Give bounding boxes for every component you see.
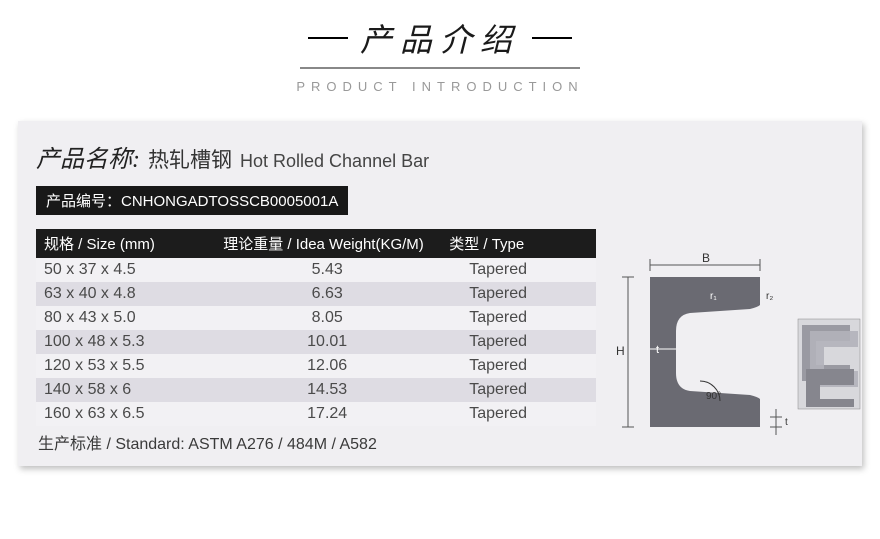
cell-size: 140 x 58 x 6 bbox=[36, 378, 215, 402]
cell-type: Tapered bbox=[439, 330, 596, 354]
cell-type: Tapered bbox=[439, 354, 596, 378]
label-r2: r₂ bbox=[766, 291, 773, 302]
label-B: B bbox=[702, 251, 710, 265]
cell-size: 80 x 43 x 5.0 bbox=[36, 306, 215, 330]
label-H: H bbox=[616, 344, 625, 358]
table-row: 160 x 63 x 6.517.24Tapered bbox=[36, 402, 596, 426]
label-r1: r₁ bbox=[710, 291, 717, 302]
table-row: 63 x 40 x 4.86.63Tapered bbox=[36, 282, 596, 306]
cell-type: Tapered bbox=[439, 402, 596, 426]
label-t: t bbox=[656, 344, 659, 356]
decor-line-right bbox=[532, 37, 572, 39]
product-name-chinese: 热轧槽钢 bbox=[148, 144, 232, 174]
product-code-badge: 产品编号：CNHONGADTOSSCB0005001A bbox=[36, 186, 348, 215]
spec-table-area: 规格 / Size (mm) 理论重量 / Idea Weight(KG/M) … bbox=[36, 229, 596, 454]
content-row: 规格 / Size (mm) 理论重量 / Idea Weight(KG/M) … bbox=[36, 229, 844, 454]
product-name-english: Hot Rolled Channel Bar bbox=[240, 151, 429, 172]
channel-svg: B H t r₁ r₂ 90° t bbox=[610, 249, 870, 439]
title-chinese: 产品介绍 bbox=[360, 15, 520, 61]
header-weight: 理论重量 / Idea Weight(KG/M) bbox=[215, 229, 439, 258]
product-code-value: CNHONGADTOSSCB0005001A bbox=[121, 193, 338, 210]
page-header: 产品介绍 PRODUCT INTRODUCTION bbox=[0, 0, 880, 109]
cell-size: 120 x 53 x 5.5 bbox=[36, 354, 215, 378]
standard-text: 生产标准 / Standard: ASTM A276 / 484M / A582 bbox=[36, 426, 596, 454]
product-panel: 产品名称: 热轧槽钢 Hot Rolled Channel Bar 产品编号：C… bbox=[18, 121, 862, 466]
cell-weight: 12.06 bbox=[215, 354, 439, 378]
title-underline bbox=[300, 67, 580, 69]
cell-weight: 8.05 bbox=[215, 306, 439, 330]
cell-weight: 5.43 bbox=[215, 258, 439, 282]
channel-stack-icon bbox=[798, 319, 860, 409]
table-row: 100 x 48 x 5.310.01Tapered bbox=[36, 330, 596, 354]
product-name-row: 产品名称: 热轧槽钢 Hot Rolled Channel Bar bbox=[36, 139, 844, 174]
table-row: 80 x 43 x 5.08.05Tapered bbox=[36, 306, 596, 330]
spec-table: 规格 / Size (mm) 理论重量 / Idea Weight(KG/M) … bbox=[36, 229, 596, 426]
cell-size: 100 x 48 x 5.3 bbox=[36, 330, 215, 354]
cell-type: Tapered bbox=[439, 378, 596, 402]
cell-weight: 6.63 bbox=[215, 282, 439, 306]
cell-weight: 14.53 bbox=[215, 378, 439, 402]
product-name-label: 产品名称: bbox=[36, 139, 140, 174]
cell-type: Tapered bbox=[439, 282, 596, 306]
header-size: 规格 / Size (mm) bbox=[36, 229, 215, 258]
cell-size: 63 x 40 x 4.8 bbox=[36, 282, 215, 306]
cell-type: Tapered bbox=[439, 306, 596, 330]
product-code-label: 产品编号： bbox=[46, 193, 121, 210]
title-row: 产品介绍 bbox=[0, 15, 880, 61]
cell-size: 50 x 37 x 4.5 bbox=[36, 258, 215, 282]
table-header-row: 规格 / Size (mm) 理论重量 / Idea Weight(KG/M) … bbox=[36, 229, 596, 258]
cell-size: 160 x 63 x 6.5 bbox=[36, 402, 215, 426]
table-row: 120 x 53 x 5.512.06Tapered bbox=[36, 354, 596, 378]
label-tb: t bbox=[785, 417, 788, 428]
cell-weight: 17.24 bbox=[215, 402, 439, 426]
channel-shape bbox=[650, 277, 760, 427]
table-row: 140 x 58 x 614.53Tapered bbox=[36, 378, 596, 402]
cell-weight: 10.01 bbox=[215, 330, 439, 354]
channel-diagram: B H t r₁ r₂ 90° t bbox=[610, 229, 870, 444]
label-angle: 90° bbox=[706, 391, 721, 402]
decor-line-left bbox=[308, 37, 348, 39]
cell-type: Tapered bbox=[439, 258, 596, 282]
table-row: 50 x 37 x 4.55.43Tapered bbox=[36, 258, 596, 282]
header-type: 类型 / Type bbox=[439, 229, 596, 258]
title-english: PRODUCT INTRODUCTION bbox=[0, 79, 880, 94]
